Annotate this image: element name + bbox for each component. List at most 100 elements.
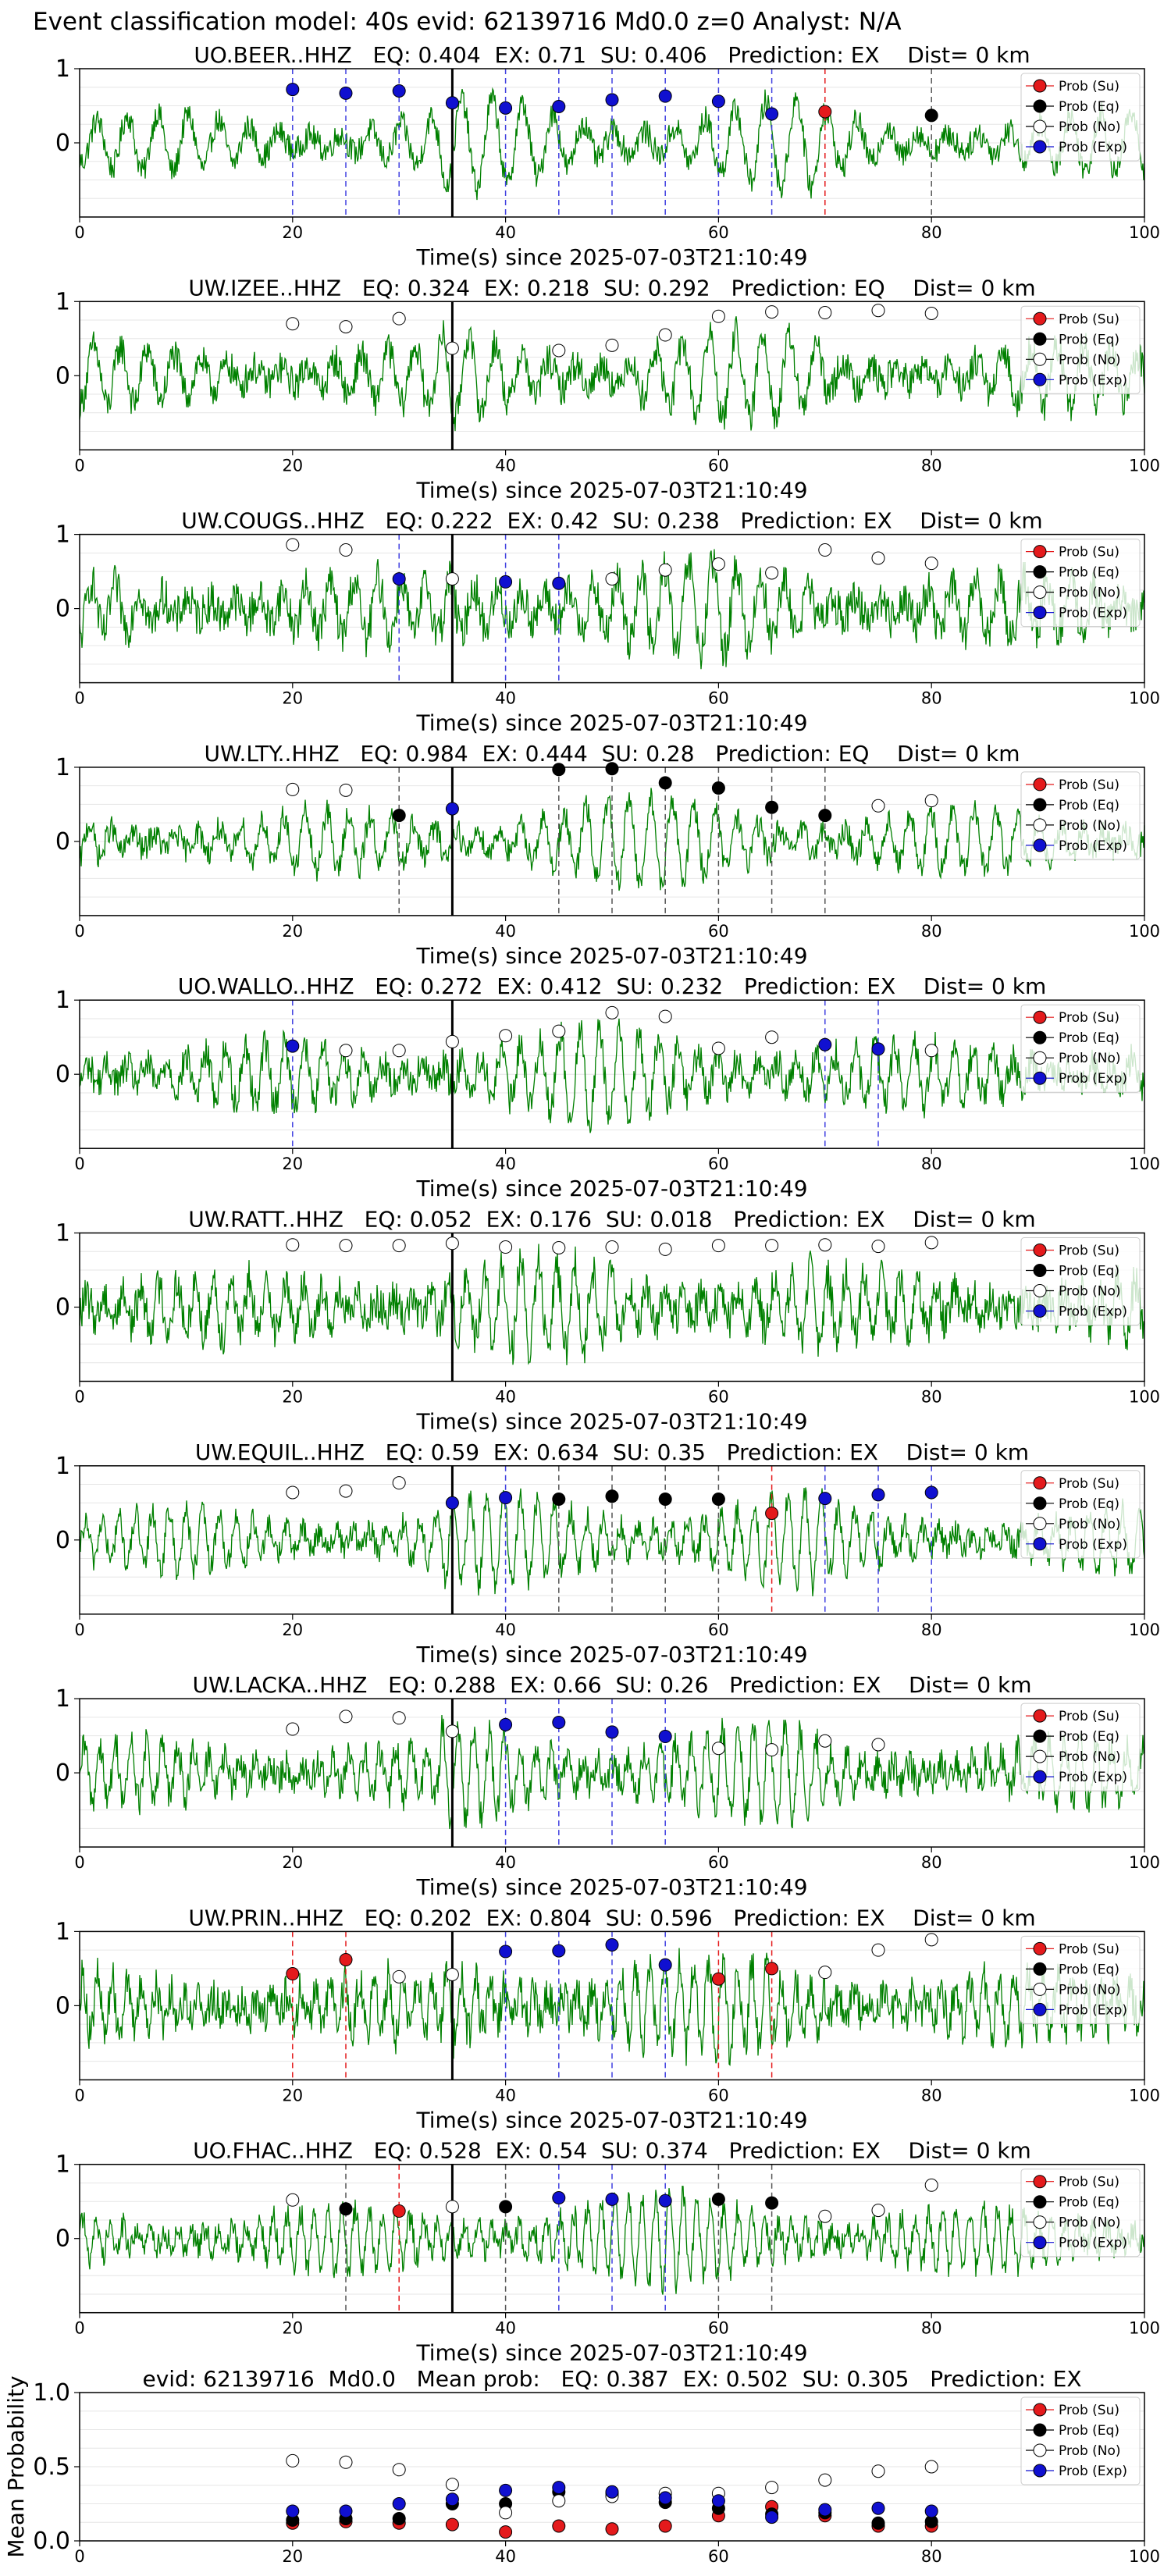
prob-point-no: [392, 311, 406, 326]
x-tick-label: 80: [921, 1621, 942, 1639]
y-tick-label: 1.0: [33, 2379, 70, 2407]
waveform-trace: [79, 1018, 1145, 1133]
legend: Prob (Su) Prob (Eq) Prob (No) Prob (Exp): [1020, 1703, 1141, 1791]
prob-point-no: [339, 1710, 353, 1724]
legend-box: [1020, 1703, 1141, 1791]
x-tick-label: 60: [708, 2086, 729, 2105]
x-tick-label: 0: [74, 1621, 84, 1639]
legend-marker-exp: [1033, 2464, 1047, 2478]
legend-label-su: Prob (Su): [1059, 1709, 1119, 1724]
legend-label-eq: Prob (Eq): [1059, 1264, 1119, 1279]
mean-point-su: [605, 2522, 619, 2536]
legend-label-no: Prob (No): [1059, 1517, 1121, 1532]
mean-point-eq: [392, 2512, 406, 2525]
panel-9: Prob (Su)Prob (Eq)Prob (No)Prob (Exp)010…: [55, 1905, 1160, 2133]
x-tick-label: 80: [921, 2319, 942, 2338]
x-axis-label: Time(s) since 2025-07-03T21:10:49: [415, 1874, 807, 1900]
panel-3: Prob (Su)Prob (Eq)Prob (No)Prob (Exp)010…: [55, 508, 1160, 736]
legend-label-no: Prob (No): [1059, 1749, 1121, 1765]
prob-point-no: [286, 1722, 300, 1736]
legend-label-su: Prob (Su): [1059, 1476, 1119, 1492]
x-tick-label: 20: [282, 1388, 303, 1407]
prob-point-no: [871, 1738, 885, 1752]
prob-point-no: [711, 557, 725, 571]
y-tick-label: 1: [55, 288, 70, 315]
panel-6: Prob (Su)Prob (Eq)Prob (No)Prob (Exp)010…: [55, 1207, 1160, 1435]
legend-marker-su: [1033, 1010, 1047, 1024]
panel-mean: Prob (Su) Prob (Eq) Prob (No) Prob (Exp) 0.0…: [3, 2366, 1160, 2566]
y-tick-label: 1: [55, 521, 70, 549]
prob-point-exp: [871, 1488, 885, 1502]
legend-marker-no: [1033, 585, 1047, 600]
prob-point-eq: [818, 809, 832, 823]
panels: Prob (Su)Prob (Eq)Prob (No)Prob (Exp)010…: [3, 42, 1160, 2566]
x-tick-label: 40: [495, 223, 516, 242]
mean-point-exp: [765, 2510, 779, 2524]
prob-point-no: [765, 566, 779, 580]
legend-marker-no: [1033, 1284, 1047, 1297]
x-tick-label: 60: [708, 1621, 729, 1639]
legend-label-eq: Prob (Eq): [1059, 99, 1119, 115]
mean-point-exp: [605, 2485, 619, 2499]
panel-5: Prob (Su)Prob (Eq)Prob (No)Prob (Exp)010…: [55, 973, 1160, 1201]
prob-point-no: [871, 799, 885, 813]
x-axis-label: Time(s) since 2025-07-03T21:10:49: [415, 2107, 807, 2133]
x-tick-label: 60: [708, 1853, 729, 1872]
x-tick-label: 20: [282, 2319, 303, 2338]
legend: Prob (Su) Prob (Eq) Prob (No) Prob (Exp): [1020, 771, 1141, 860]
prob-point-no: [286, 317, 300, 331]
legend-label-exp: Prob (Exp): [1059, 2464, 1127, 2479]
x-axis-label: Time(s) since 2025-07-03T21:10:49: [415, 943, 807, 969]
x-tick-label: 40: [495, 2086, 516, 2105]
x-tick-label: 40: [495, 1155, 516, 1173]
prob-point-exp: [499, 1491, 513, 1505]
prob-point-eq: [552, 1493, 566, 1507]
panel-7: Prob (Su)Prob (Eq)Prob (No)Prob (Exp)010…: [55, 1439, 1160, 1667]
prob-point-exp: [392, 572, 406, 586]
prob-point-exp: [499, 1944, 513, 1959]
mean-point-exp: [339, 2504, 353, 2518]
x-tick-label: 20: [282, 2547, 303, 2566]
prob-point-exp: [818, 1037, 832, 1051]
panel-title: UO.WALLO..HHZ EQ: 0.272 EX: 0.412 SU: 0.…: [178, 973, 1047, 999]
prob-point-su: [339, 1953, 353, 1966]
legend-marker-eq: [1033, 99, 1047, 113]
panel-title: UW.COUGS..HHZ EQ: 0.222 EX: 0.42 SU: 0.2…: [181, 508, 1042, 534]
y-tick-label: 1: [55, 1685, 70, 1713]
legend: Prob (Su) Prob (Eq) Prob (No) Prob (Exp): [1020, 2169, 1141, 2258]
prob-point-eq: [711, 1493, 725, 1507]
prob-point-exp: [658, 89, 672, 103]
legend-marker-eq: [1033, 1962, 1047, 1976]
prob-point-no: [392, 1711, 406, 1725]
prob-point-no: [818, 306, 832, 320]
prob-point-no: [552, 1024, 566, 1038]
prob-point-no: [605, 338, 619, 352]
legend-label-exp: Prob (Exp): [1059, 1770, 1127, 1785]
prob-point-exp: [286, 1039, 300, 1053]
legend-marker-su: [1033, 1244, 1047, 1257]
y-tick-label: 0: [55, 828, 70, 856]
prob-point-no: [658, 1009, 672, 1023]
legend: Prob (Su) Prob (Eq) Prob (No) Prob (Exp): [1020, 305, 1141, 394]
x-tick-label: 100: [1129, 922, 1160, 941]
legend-marker-su: [1033, 2175, 1047, 2189]
legend-marker-eq: [1033, 2195, 1047, 2209]
x-tick-label: 0: [74, 2319, 84, 2338]
x-tick-label: 40: [495, 1853, 516, 1872]
prob-point-no: [818, 543, 832, 557]
legend-marker-eq: [1033, 332, 1047, 346]
prob-point-exp: [658, 1958, 672, 1972]
prob-point-eq: [765, 2196, 779, 2210]
legend: Prob (Su) Prob (Eq) Prob (No) Prob (Exp): [1020, 1004, 1141, 1093]
prob-point-su: [392, 2204, 406, 2218]
legend-label-exp: Prob (Exp): [1059, 2236, 1127, 2251]
legend-marker-su: [1033, 79, 1047, 93]
prob-point-no: [392, 1044, 406, 1058]
panel-8: Prob (Su)Prob (Eq)Prob (No)Prob (Exp)010…: [55, 1672, 1160, 1900]
legend-label-no: Prob (No): [1059, 1982, 1121, 1998]
mean-point-su: [445, 2517, 459, 2532]
prob-point-no: [658, 328, 672, 342]
x-tick-label: 20: [282, 456, 303, 475]
x-tick-label: 80: [921, 223, 942, 242]
mean-point-no: [818, 2473, 832, 2487]
